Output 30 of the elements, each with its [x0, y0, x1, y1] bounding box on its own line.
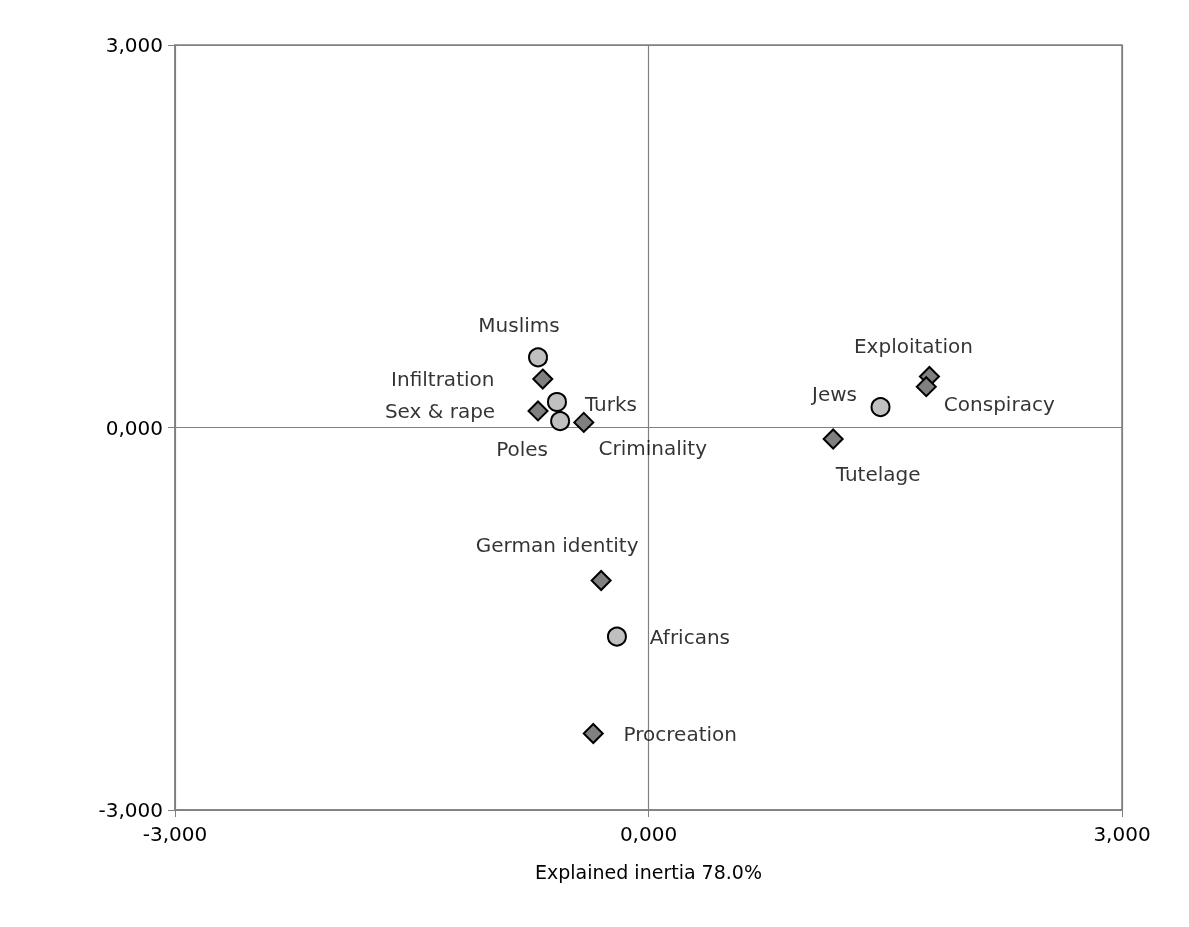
point	[870, 397, 891, 418]
annotation: Poles	[496, 437, 549, 462]
point	[590, 570, 612, 591]
x-tick-label: 3,000	[1093, 822, 1151, 846]
point	[573, 411, 595, 433]
point	[822, 428, 844, 450]
annotation: Africans	[649, 624, 730, 649]
annotation: Infiltration	[391, 367, 495, 392]
annotation: Muslims	[478, 313, 560, 338]
annotation: Turks	[583, 392, 637, 416]
annotation: Sex & rape	[384, 398, 496, 423]
point	[527, 400, 549, 422]
point	[528, 347, 549, 368]
y-tick-label: -3,000	[98, 798, 163, 822]
point	[532, 368, 554, 390]
point	[606, 626, 627, 647]
point	[546, 392, 567, 412]
y-tick-label: 0,000	[105, 415, 163, 440]
x-axis-title: Explained inertia 78.0%	[535, 860, 762, 883]
annotation: Exploitation	[853, 333, 973, 358]
y-tick-label: 3,000	[105, 33, 163, 57]
x-tick-label: 0,000	[619, 822, 678, 846]
annotation: Jews	[810, 382, 858, 407]
point	[915, 376, 937, 398]
point	[550, 411, 571, 432]
point	[582, 723, 604, 744]
x-tick-label: -3,000	[142, 822, 208, 846]
annotation: Conspiracy	[943, 391, 1055, 416]
annotation: Tutelage	[834, 461, 921, 486]
annotation: German identity	[475, 532, 639, 557]
